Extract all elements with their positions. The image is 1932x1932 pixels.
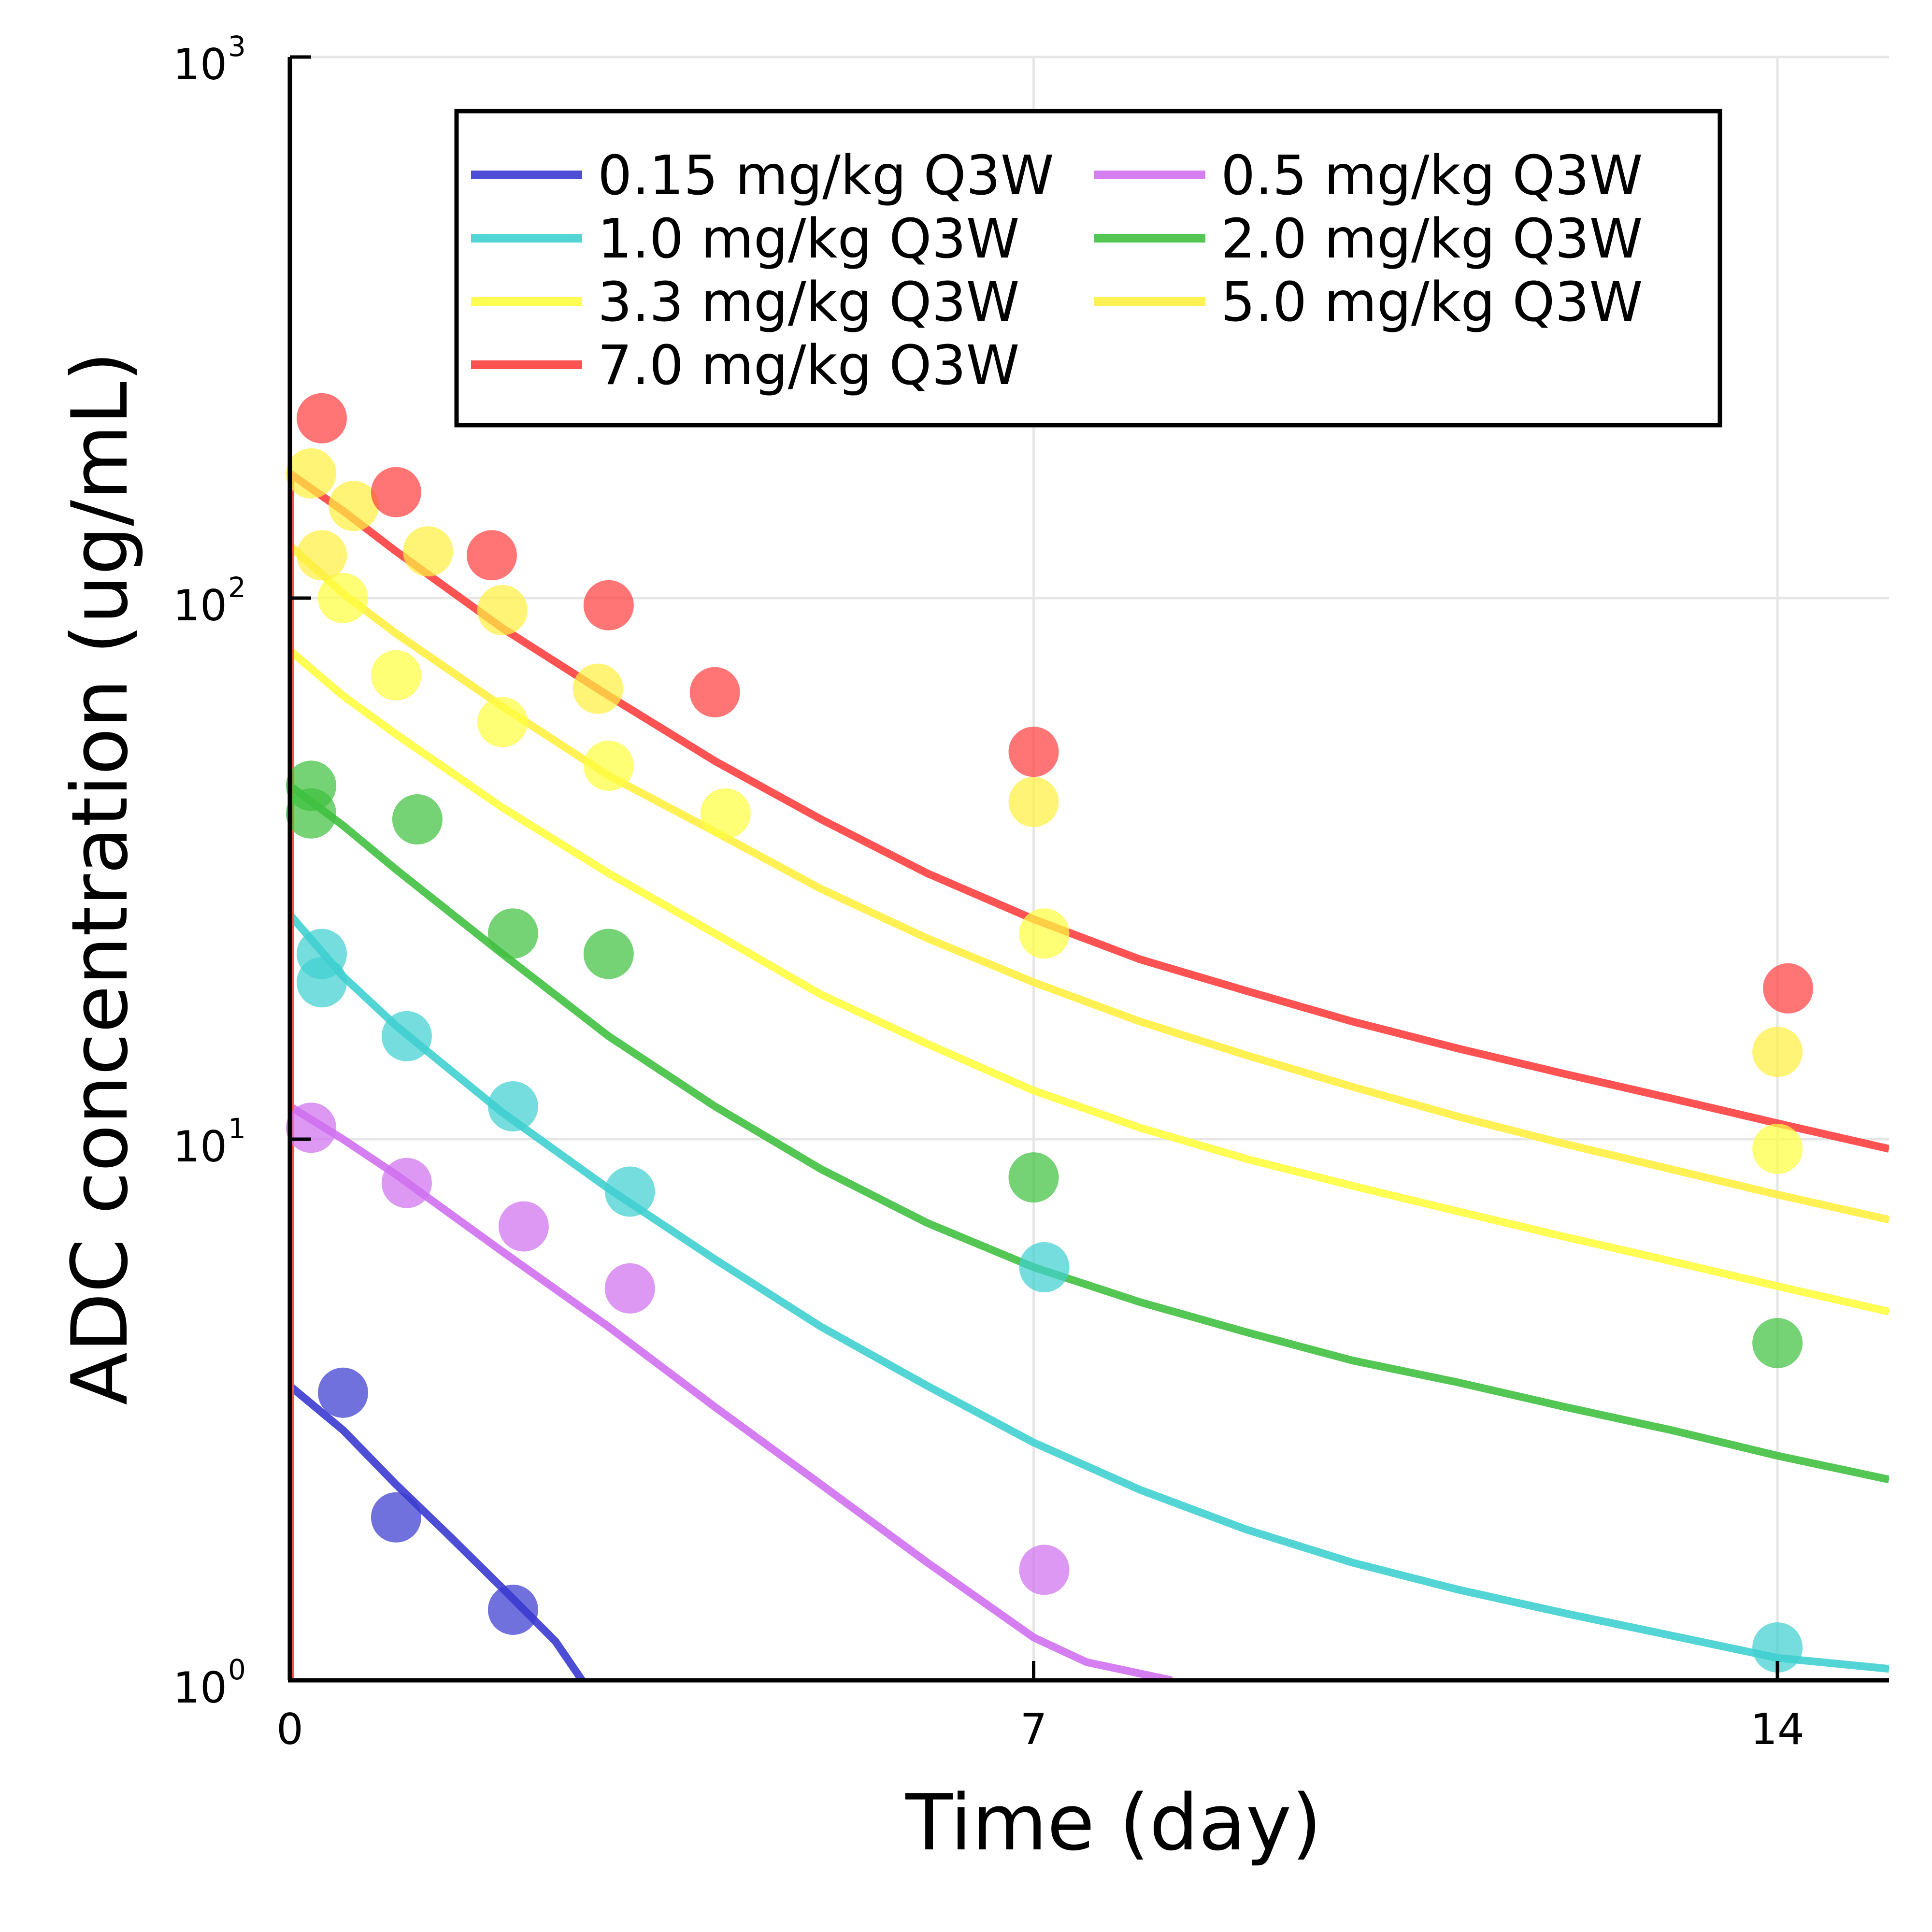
data-point-series-1-3 [604,1263,655,1314]
legend-box [454,109,1722,428]
curve-series-3 [290,782,1889,1680]
data-point-series-3-6 [1752,1318,1803,1368]
data-point-series-5-3 [402,526,453,577]
legend-label-2: 1.0 mg/kg Q3W [598,208,1019,271]
data-point-series-5-5 [572,663,623,714]
data-point-series-6-2 [466,530,517,581]
legend-items: 0.15 mg/kg Q3W 0.5 mg/kg Q3W 1.0 mg/kg Q3W… [471,144,1643,397]
data-point-series-5-2 [297,530,347,581]
data-point-series-4-2 [477,697,528,747]
data-point-series-5-0 [286,448,336,499]
data-point-series-6-4 [689,667,740,717]
legend-label-1: 0.5 mg/kg Q3W [1221,144,1643,207]
y-tick-exponent: 0 [228,1653,246,1686]
data-point-series-3-5 [1008,1152,1059,1203]
data-point-series-2-2 [381,1011,432,1061]
data-point-series-4-3 [583,741,634,791]
legend-label-5: 5.0 mg/kg Q3W [1221,271,1643,334]
data-point-series-2-1 [297,957,347,1008]
data-point-series-1-2 [498,1201,549,1252]
y-tick-label: 10 [173,40,227,89]
data-point-series-2-6 [1752,1622,1803,1673]
data-point-series-4-5 [1019,908,1070,959]
data-point-series-6-1 [371,467,421,517]
legend-label-4: 3.3 mg/kg Q3W [598,271,1019,334]
data-point-series-5-4 [477,585,528,635]
data-point-series-5-7 [1752,1027,1803,1077]
curve-series-0 [290,1382,586,1680]
data-point-series-2-5 [1019,1242,1070,1292]
y-tick-exponent: 3 [228,30,246,63]
data-point-series-2-3 [487,1081,538,1131]
data-point-series-3-4 [583,929,634,979]
data-point-series-3-2 [392,794,443,844]
y-tick-label: 10 [173,1663,227,1713]
x-axis-title: Time (day) [905,1777,1322,1868]
legend-label-6: 7.0 mg/kg Q3W [598,334,1019,397]
y-tick-exponent: 2 [228,571,246,604]
data-point-series-3-3 [487,908,538,959]
data-point-series-5-1 [329,481,379,531]
data-point-series-1-4 [1019,1545,1070,1595]
curve-series-6 [290,469,1889,1680]
x-tick-label: 0 [276,1704,303,1754]
data-point-series-4-1 [371,650,421,701]
legend-label-3: 2.0 mg/kg Q3W [1221,208,1643,271]
y-axis-title: ADC concentration (ug/mL) [55,352,145,1405]
legend-label-0: 0.15 mg/kg Q3W [598,144,1054,207]
data-point-series-1-0 [286,1102,336,1153]
data-point-series-4-4 [700,788,751,839]
data-point-series-0-1 [371,1492,421,1543]
data-point-series-6-0 [297,393,347,444]
data-point-series-2-4 [604,1166,655,1217]
data-point-series-6-6 [1763,963,1814,1014]
x-tick-label: 7 [1020,1704,1047,1754]
observed-points [286,393,1814,1673]
y-tick-label: 10 [173,1122,227,1172]
curve-series-5 [290,542,1889,1680]
curve-series-4 [290,646,1889,1680]
y-tick-label: 10 [173,581,227,630]
curve-series-2 [290,911,1889,1680]
data-point-series-6-5 [1008,727,1059,777]
data-point-series-1-1 [381,1158,432,1208]
data-point-series-6-3 [583,580,634,630]
axes [287,55,1889,1683]
data-point-series-4-0 [318,573,368,623]
y-tick-exponent: 1 [228,1112,246,1145]
data-point-series-5-6 [1008,777,1059,827]
data-point-series-3-1 [286,788,336,839]
x-tick-label: 14 [1750,1704,1804,1754]
data-point-series-0-2 [487,1585,538,1635]
legend: 0.15 mg/kg Q3W 0.5 mg/kg Q3W 1.0 mg/kg Q3W… [454,109,1722,428]
data-point-series-0-0 [318,1367,368,1418]
data-point-series-4-6 [1752,1123,1803,1174]
